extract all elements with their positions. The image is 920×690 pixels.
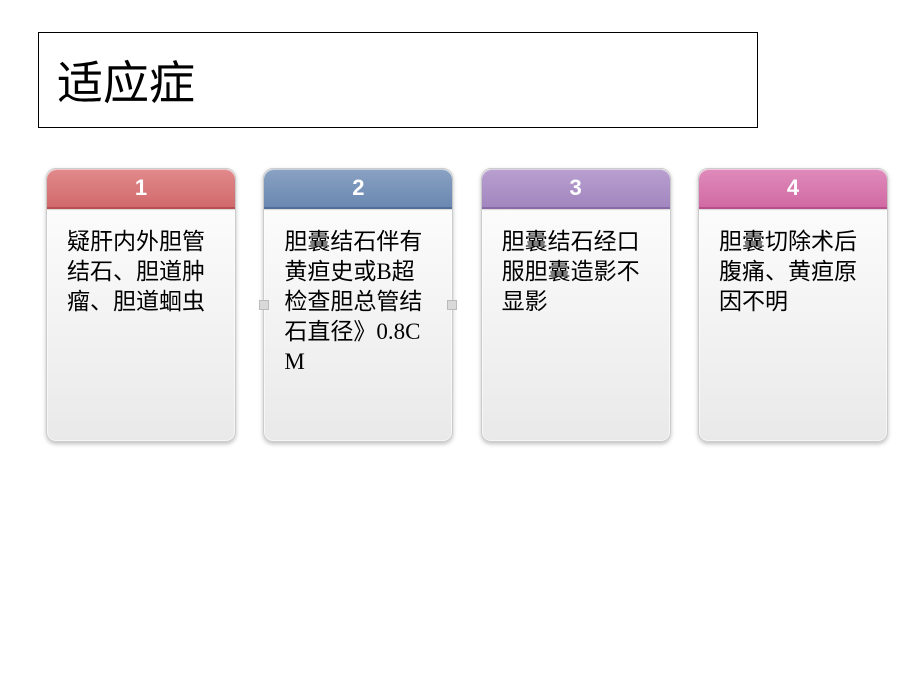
card-3: 3 胆囊结石经口服胆囊造影不显影: [481, 168, 671, 442]
card-3-number: 3: [570, 175, 582, 201]
card-2-body: 胆囊结石伴有黄疸史或B超检查胆总管结石直径》0.8CM: [264, 209, 452, 376]
card-4-number: 4: [787, 175, 799, 201]
card-2-number: 2: [352, 175, 364, 201]
card-3-body: 胆囊结石经口服胆囊造影不显影: [482, 209, 670, 317]
card-2-tab: 2: [264, 169, 452, 209]
page-title: 适应症: [57, 47, 195, 113]
card-1-number: 1: [135, 175, 147, 201]
card-row: 1 疑肝内外胆管结石、胆道肿瘤、胆道蛔虫 2 胆囊结石伴有黄疸史或B超检查胆总管…: [46, 168, 888, 442]
selection-handle-right-icon: [447, 300, 457, 310]
card-1: 1 疑肝内外胆管结石、胆道肿瘤、胆道蛔虫: [46, 168, 236, 442]
card-1-body: 疑肝内外胆管结石、胆道肿瘤、胆道蛔虫: [47, 209, 235, 317]
selection-handle-left-icon: [259, 300, 269, 310]
card-4-tab: 4: [699, 169, 887, 209]
card-4: 4 胆囊切除术后腹痛、黄疸原因不明: [698, 168, 888, 442]
card-2: 2 胆囊结石伴有黄疸史或B超检查胆总管结石直径》0.8CM: [263, 168, 453, 442]
card-1-tab: 1: [47, 169, 235, 209]
card-3-tab: 3: [482, 169, 670, 209]
card-4-body: 胆囊切除术后腹痛、黄疸原因不明: [699, 209, 887, 317]
title-box: 适应症: [38, 32, 758, 128]
